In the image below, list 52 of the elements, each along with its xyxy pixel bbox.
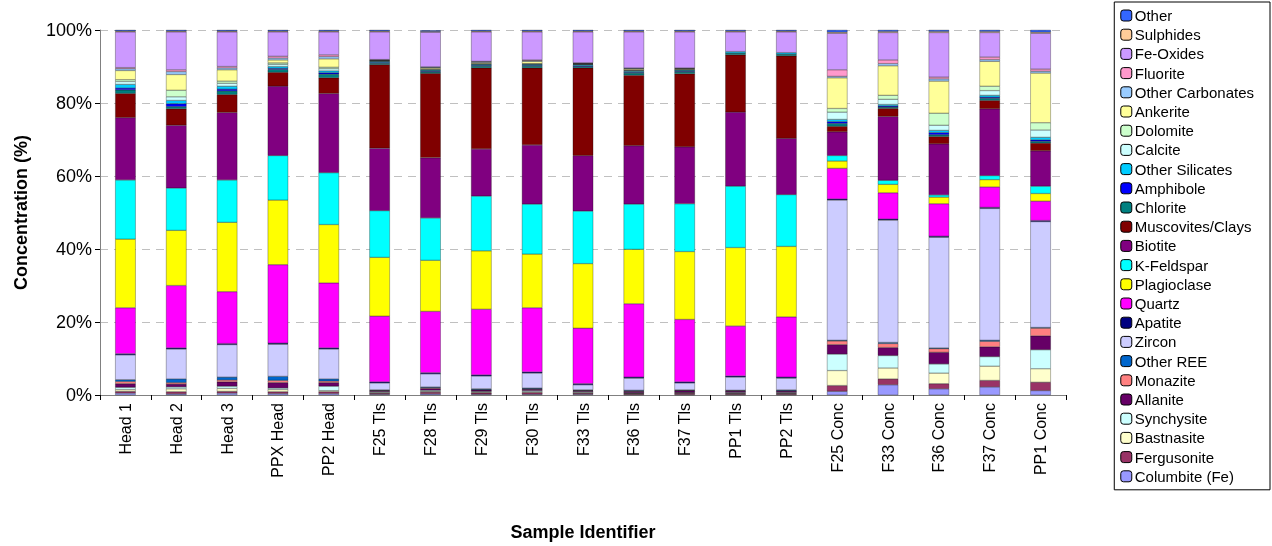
- x-tick-label: F36 Tls: [625, 403, 643, 457]
- legend-label: Amphibole: [1134, 179, 1206, 197]
- legend-label: Other REE: [1134, 352, 1208, 370]
- legend-label: Dolomite: [1134, 122, 1194, 140]
- x-tick-label: PP2 Head: [320, 403, 338, 476]
- legend-label: Other Carbonates: [1134, 83, 1254, 101]
- legend-label: Columbite (Fe): [1134, 467, 1234, 485]
- x-tick-label: PP1 Conc: [1032, 403, 1050, 476]
- legend-label: Synchysite: [1134, 410, 1208, 428]
- y-tick-label: 60%: [55, 166, 92, 186]
- legend-label: Fe-Oxides: [1134, 45, 1204, 63]
- x-tick-label: F25 Conc: [828, 403, 846, 473]
- x-tick-label: F29 Tls: [472, 403, 490, 457]
- x-tick-label: Head 1: [116, 402, 134, 455]
- x-tick-label: F25 Tls: [371, 403, 389, 457]
- legend-label: Chlorite: [1134, 199, 1187, 216]
- x-tick-label: F28 Tls: [421, 403, 439, 457]
- legend-label: Quartz: [1134, 295, 1180, 312]
- x-tick-label: F33 Conc: [879, 403, 897, 473]
- legend-label: Fluorite: [1134, 64, 1185, 82]
- x-tick-label: F33 Tls: [574, 403, 592, 457]
- legend-label: Other: [1134, 7, 1173, 24]
- x-axis-title: Sample Identifier: [510, 522, 656, 542]
- x-tick-label: F37 Tls: [676, 403, 694, 457]
- legend-label: Fergusonite: [1134, 448, 1214, 466]
- x-tick-label: Head 2: [167, 402, 185, 455]
- y-tick-label: 100%: [45, 20, 92, 40]
- y-tick-label: 40%: [55, 239, 92, 259]
- y-tick-label: 0%: [65, 385, 92, 405]
- legend-label: Biotite: [1134, 237, 1177, 255]
- y-tick-label: 80%: [55, 93, 92, 113]
- legend-label: Bastnasite: [1134, 429, 1205, 447]
- legend-label: Plagioclase: [1134, 275, 1212, 293]
- legend-label: Muscovites/Clays: [1134, 218, 1252, 236]
- legend-label: Sulphides: [1134, 26, 1201, 44]
- legend-label: Ankerite: [1134, 103, 1190, 120]
- x-tick-label: F36 Conc: [930, 403, 948, 473]
- y-axis-title: Concentration (%): [11, 135, 31, 290]
- x-tick-label: PPX Head: [269, 403, 287, 478]
- legend-label: Allanite: [1134, 391, 1184, 408]
- legend-label: Other Silicates: [1134, 160, 1233, 178]
- x-tick-label: F30 Tls: [523, 403, 541, 457]
- legend-label: Calcite: [1134, 141, 1181, 159]
- legend-label: Zircon: [1134, 333, 1177, 351]
- legend-label: Monazite: [1134, 371, 1196, 389]
- x-tick-label: PP1 Tls: [727, 403, 745, 459]
- x-tick-label: Head 3: [218, 402, 236, 455]
- x-tick-label: F37 Conc: [981, 403, 999, 473]
- legend-label: Apatite: [1134, 314, 1182, 332]
- y-tick-label: 20%: [55, 312, 92, 332]
- legend-label: K-Feldspar: [1134, 256, 1209, 274]
- x-tick-label: PP2 Tls: [777, 403, 795, 459]
